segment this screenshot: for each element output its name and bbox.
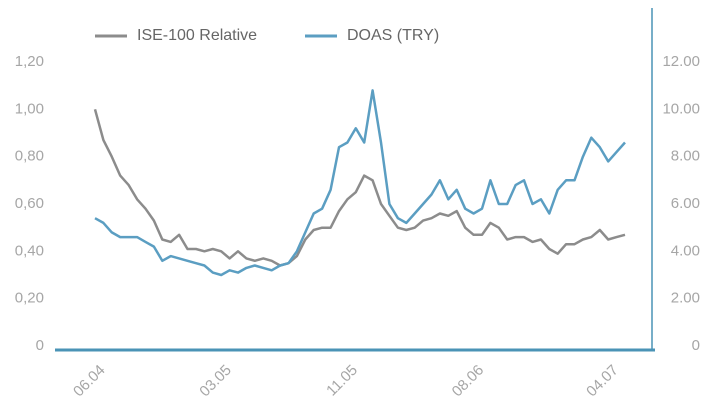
y2-tick-label: 8.00 [671, 148, 700, 165]
y-tick-label: 0,40 [15, 242, 44, 259]
y2-tick-label: 6.00 [671, 195, 700, 212]
legend-label: DOAS (TRY) [347, 27, 439, 44]
y-tick-label: 1,20 [15, 53, 44, 70]
y2-tick-label: 4.00 [671, 242, 700, 259]
y2-tick-label: 0 [692, 337, 700, 354]
x-tick-label: 04.07 [583, 362, 622, 400]
x-tick-label: 03.05 [196, 362, 235, 400]
y-tick-label: 1,00 [15, 100, 44, 117]
x-tick-label: 11.05 [323, 362, 361, 400]
y2-tick-label: 10.00 [662, 100, 700, 117]
series-line [93, 108, 626, 267]
x-tick-label: 08.06 [449, 362, 488, 400]
y-tick-label: 0,20 [15, 290, 44, 307]
legend-label: ISE-100 Relative [137, 27, 257, 44]
y2-tick-label: 2.00 [671, 290, 700, 307]
y-tick-label: 0,60 [15, 195, 44, 212]
y-tick-label: 0,80 [15, 148, 44, 165]
y2-tick-label: 12.00 [662, 53, 700, 70]
series-line [94, 89, 626, 277]
x-tick-label: 06.04 [70, 362, 109, 400]
y-tick-label: 0 [36, 337, 44, 354]
